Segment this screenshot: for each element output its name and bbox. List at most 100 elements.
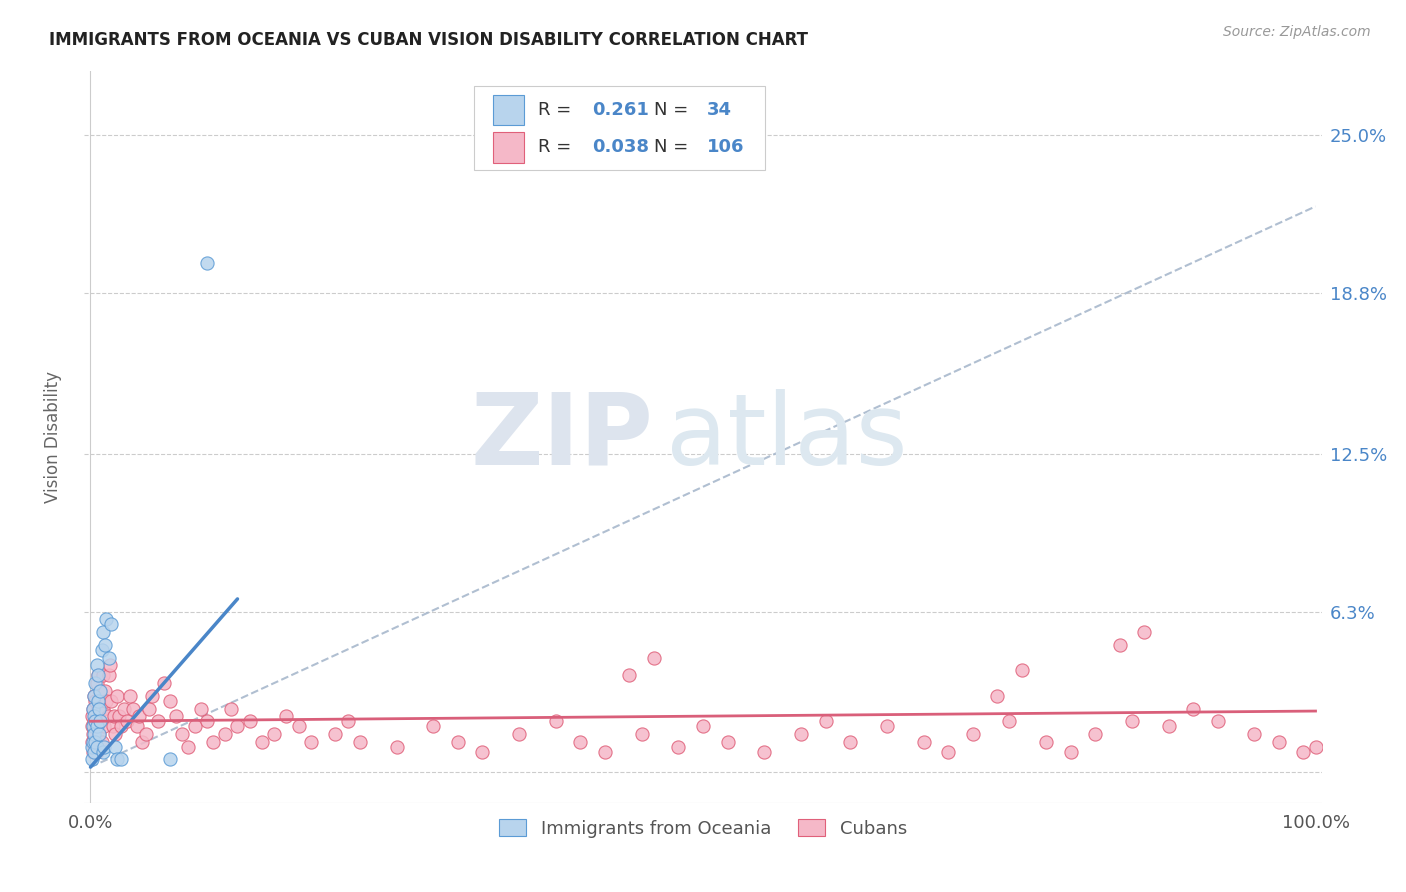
Point	[83, 714, 105, 729]
Point	[239, 714, 262, 729]
Point	[962, 727, 984, 741]
Point	[754, 745, 776, 759]
Text: 34: 34	[707, 101, 731, 120]
Point	[153, 676, 176, 690]
Point	[131, 734, 153, 748]
Point	[84, 714, 107, 729]
Point	[122, 701, 145, 715]
Point	[325, 727, 347, 741]
Text: IMMIGRANTS FROM OCEANIA VS CUBAN VISION DISABILITY CORRELATION CHART: IMMIGRANTS FROM OCEANIA VS CUBAN VISION …	[49, 31, 808, 49]
Point	[276, 709, 298, 723]
Point	[83, 727, 105, 741]
Point	[91, 701, 114, 715]
Text: Source: ZipAtlas.com: Source: ZipAtlas.com	[1223, 25, 1371, 39]
Point	[643, 650, 665, 665]
Point	[86, 745, 108, 759]
Point	[287, 719, 309, 733]
Point	[82, 719, 104, 733]
Point	[80, 734, 103, 748]
Point	[82, 701, 104, 715]
Point	[118, 689, 141, 703]
Point	[1059, 745, 1081, 759]
Point	[1268, 734, 1291, 748]
Point	[93, 719, 115, 733]
Point	[1084, 727, 1107, 741]
Point	[97, 709, 120, 723]
Point	[936, 745, 959, 759]
Point	[87, 701, 110, 715]
Point	[87, 694, 110, 708]
Point	[159, 694, 181, 708]
Point	[716, 734, 738, 748]
Point	[299, 734, 322, 748]
Point	[814, 714, 837, 729]
Point	[1133, 625, 1156, 640]
Point	[94, 638, 117, 652]
Point	[97, 650, 120, 665]
Point	[177, 739, 200, 754]
Point	[138, 701, 160, 715]
Point	[141, 689, 163, 703]
Point	[544, 714, 567, 729]
Text: 106: 106	[707, 138, 744, 156]
Point	[165, 709, 187, 723]
Text: 0.038: 0.038	[592, 138, 648, 156]
Point	[96, 694, 118, 708]
Point	[87, 694, 110, 708]
Point	[876, 719, 898, 733]
Point	[83, 689, 105, 703]
Point	[89, 683, 111, 698]
Legend: Immigrants from Oceania, Cubans: Immigrants from Oceania, Cubans	[492, 813, 914, 845]
Point	[84, 694, 107, 708]
Point	[336, 714, 359, 729]
Point	[135, 727, 157, 741]
Point	[1108, 638, 1130, 652]
Bar	[492, 95, 523, 126]
Point	[1035, 734, 1057, 748]
Text: 0.261: 0.261	[592, 101, 648, 120]
Point	[250, 734, 273, 748]
Point	[183, 719, 205, 733]
Point	[630, 727, 652, 741]
Point	[104, 727, 127, 741]
Point	[1121, 714, 1143, 729]
Point	[84, 676, 107, 690]
Point	[89, 714, 111, 729]
Point	[998, 714, 1021, 729]
Point	[87, 668, 110, 682]
Point	[87, 727, 110, 741]
Text: ZIP: ZIP	[471, 389, 654, 485]
Point	[125, 719, 148, 733]
Point	[201, 734, 224, 748]
Point	[82, 734, 104, 748]
Point	[84, 719, 107, 733]
Text: R =: R =	[538, 138, 578, 156]
Point	[221, 701, 243, 715]
Point	[115, 714, 138, 729]
Point	[89, 714, 111, 729]
Point	[103, 709, 125, 723]
Point	[447, 734, 470, 748]
Point	[1157, 719, 1180, 733]
Point	[190, 701, 212, 715]
Point	[83, 709, 105, 723]
Text: atlas: atlas	[666, 389, 907, 485]
Point	[146, 714, 169, 729]
Point	[128, 709, 150, 723]
Point	[90, 734, 112, 748]
Point	[385, 739, 408, 754]
Point	[86, 739, 108, 754]
Point	[195, 255, 218, 269]
Point	[1243, 727, 1265, 741]
Point	[110, 719, 132, 733]
Point	[692, 719, 714, 733]
Point	[263, 727, 285, 741]
Point	[83, 689, 105, 703]
Point	[790, 727, 813, 741]
Point	[214, 727, 236, 741]
Point	[87, 668, 110, 682]
Point	[86, 719, 108, 733]
Point	[159, 752, 181, 766]
Text: R =: R =	[538, 101, 578, 120]
Point	[569, 734, 592, 748]
